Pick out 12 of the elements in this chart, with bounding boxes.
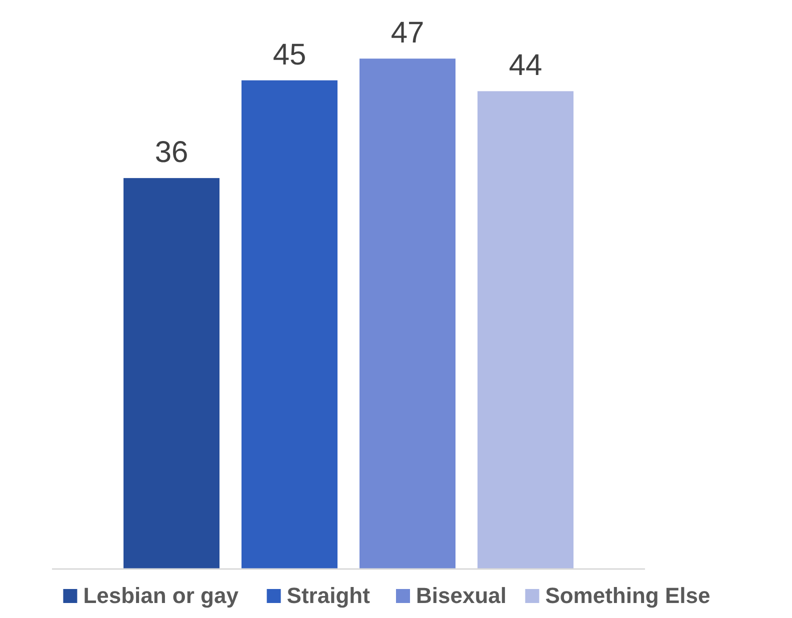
data-label: 44 — [508, 49, 542, 82]
bar — [242, 80, 338, 569]
legend-label: Bisexual — [416, 583, 506, 608]
legend-label: Lesbian or gay — [83, 583, 240, 608]
bar — [360, 58, 456, 569]
legend-label: Something Else — [545, 583, 710, 608]
data-label: 47 — [390, 16, 424, 50]
bar — [124, 178, 220, 569]
data-label: 36 — [154, 136, 188, 170]
bar — [478, 91, 574, 569]
legend-label: Straight — [286, 583, 371, 608]
data-label: 45 — [272, 38, 306, 72]
